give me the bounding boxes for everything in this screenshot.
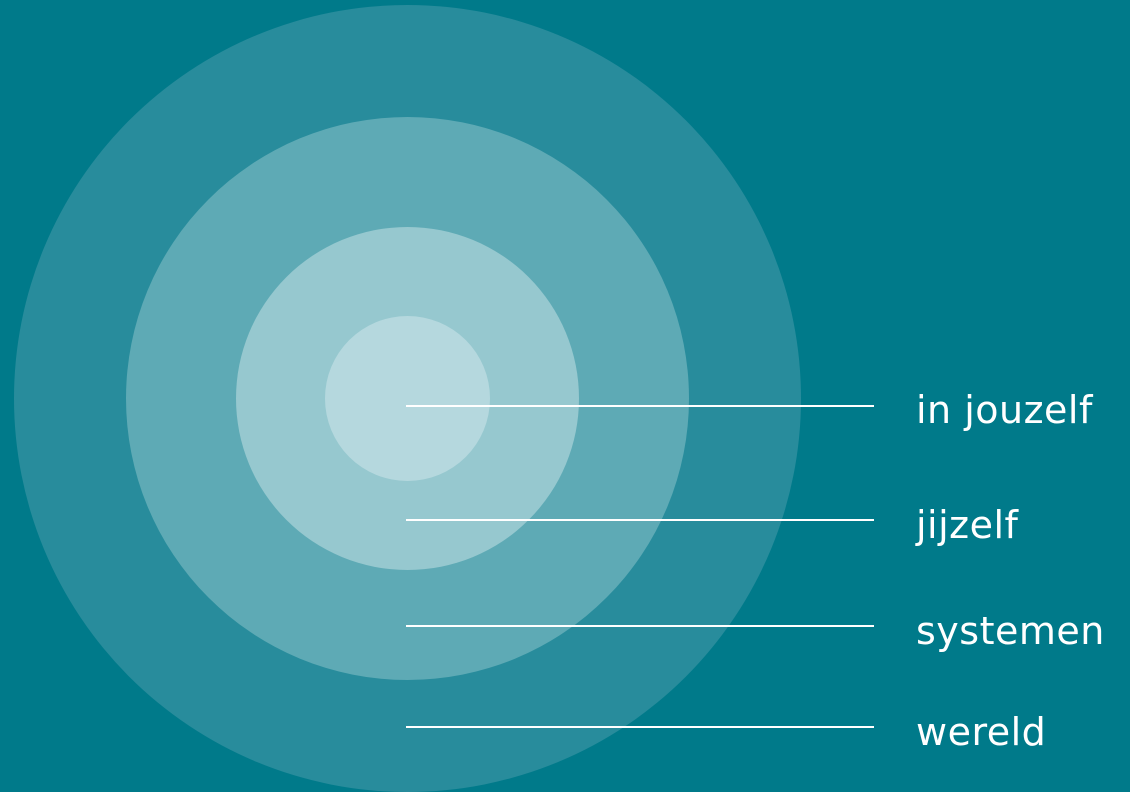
label-systemen: systemen [916,609,1105,653]
ring-in-jouzelf [325,316,490,481]
leader-line-jijzelf [406,519,874,521]
label-in-jouzelf: in jouzelf [916,388,1093,432]
label-wereld: wereld [916,710,1047,754]
label-jijzelf: jijzelf [916,503,1019,547]
leader-line-in-jouzelf [406,405,874,407]
leader-line-wereld [406,726,874,728]
leader-line-systemen [406,625,874,627]
